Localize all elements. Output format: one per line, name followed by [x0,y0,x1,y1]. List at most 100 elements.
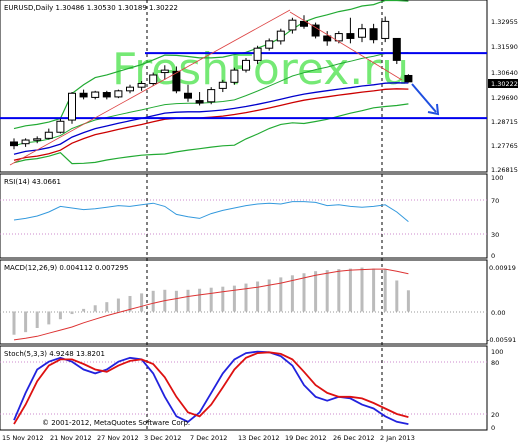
macd-histogram-bar [395,280,399,312]
candle-body [149,74,158,85]
rsi-panel[interactable] [0,173,488,259]
macd-histogram-bar [244,283,248,312]
candle-body [230,69,239,83]
macd-histogram-bar [105,302,109,312]
macd-tick: 0.00919 [489,264,516,272]
stoch-panel[interactable] [0,345,488,431]
copyright-text: © 2001-2012, MetaQuotes Software Corp. [42,419,190,427]
date-tick: 27 Nov 2012 [97,434,139,442]
candle-body [288,19,297,31]
bollinger-lower-line [13,103,409,165]
arrowhead-icon [427,103,440,116]
bollinger-upper-line [13,0,409,130]
candle-body [369,28,378,41]
candle-body [44,131,53,139]
macd-histogram-bar [337,269,341,312]
macd-histogram-bar [128,295,132,312]
candle-body [242,59,250,71]
date-axis: 15 Nov 2012 21 Nov 2012 27 Nov 2012 3 De… [2,434,415,442]
candle-body [137,83,146,88]
macd-tick: 0.00 [491,309,505,317]
candle-body [56,120,65,133]
stoch-axis: 100 80 20 0 [491,348,503,432]
candle-body [358,28,366,38]
candle-body [392,37,401,61]
rsi-line [13,201,409,222]
candle-body [79,92,88,98]
candle-body [126,86,134,92]
macd-histogram-bar [232,285,236,312]
macd-histogram-bar [174,290,178,312]
candle-body [334,33,343,42]
candle-body [381,20,390,39]
candle-body [160,69,169,74]
candle-body [21,139,30,145]
date-tick: 13 Dec 2012 [238,434,280,442]
candle-body [218,81,227,89]
macd-histogram-bar [93,305,97,312]
stoch-tick: 100 [491,348,503,356]
date-tick: 19 Dec 2012 [285,434,327,442]
main-chart-header: EURUSD,Daily 1.30486 1.30530 1.30189 1.3… [4,4,178,12]
candle-body [184,92,192,99]
macd-histogram-bar [372,268,376,312]
candle-body [311,24,320,37]
rsi-header: RSI(14) 43.0661 [4,178,61,186]
candle-body [346,33,355,39]
macd-histogram-bar [221,286,225,312]
rsi-tick: 100 [491,174,503,182]
candle-body [68,92,76,121]
macd-histogram-bar [383,269,387,312]
candle-body [195,100,204,104]
price-tick: 1.28715 [491,118,518,126]
macd-histogram-bar [186,289,190,312]
candle-body [172,70,181,92]
date-tick: 3 Dec 2012 [144,434,181,442]
macd-histogram-bar [314,271,318,312]
rsi-axis: 100 70 30 0 [491,174,503,260]
rsi-tick: 70 [491,197,499,205]
candle-body [276,30,285,42]
price-tick: 1.32955 [491,18,518,26]
macd-histogram-bar [70,311,74,315]
macd-histogram-bar [348,268,352,312]
candle-body [33,138,42,141]
macd-histogram-bar [290,275,294,312]
macd-tick: -0.00591 [487,336,516,344]
trendline-falling[interactable] [289,11,403,81]
price-tick: 1.29690 [491,94,518,102]
price-axis: 1.32955 1.31590 1.30640 1.30222 1.29690 … [488,18,518,174]
stoch-tick: 20 [491,411,499,419]
macd-header: MACD(12,26,9) 0.004112 0.007295 [4,264,128,272]
price-tick: 1.31590 [491,43,518,51]
candle-body [265,40,274,49]
stoch-tick: 0 [491,424,495,432]
macd-histogram-bar [35,311,39,329]
macd-histogram-bar [140,293,144,312]
macd-axis: 0.00919 0.00 -0.00591 [487,264,516,344]
macd-histogram-bar [198,288,202,312]
macd-histogram-bar [209,287,213,312]
macd-panel[interactable] [0,259,488,345]
rsi-tick: 30 [491,231,499,239]
candle-body [253,47,262,61]
candle-body [114,90,123,98]
macd-histogram-bar [58,311,62,320]
moving-average-blue-line [13,82,409,155]
macd-histogram-bar [360,267,364,312]
macd-histogram-bar [47,311,51,325]
forecast-arrow-icon [411,83,437,113]
date-tick: 26 Dec 2012 [333,434,375,442]
trendline-rising[interactable] [9,9,291,166]
macd-histogram-bar [325,270,329,312]
stoch-tick: 80 [491,359,499,367]
macd-histogram-bar [406,290,410,312]
candle-body [300,20,308,27]
macd-signal-line [13,268,409,341]
current-price-label: 1.30222 [491,80,518,88]
macd-histogram-bar [116,298,120,312]
candle-body [10,141,18,147]
current-price-marker [488,79,518,88]
date-tick: 7 Dec 2012 [190,434,227,442]
